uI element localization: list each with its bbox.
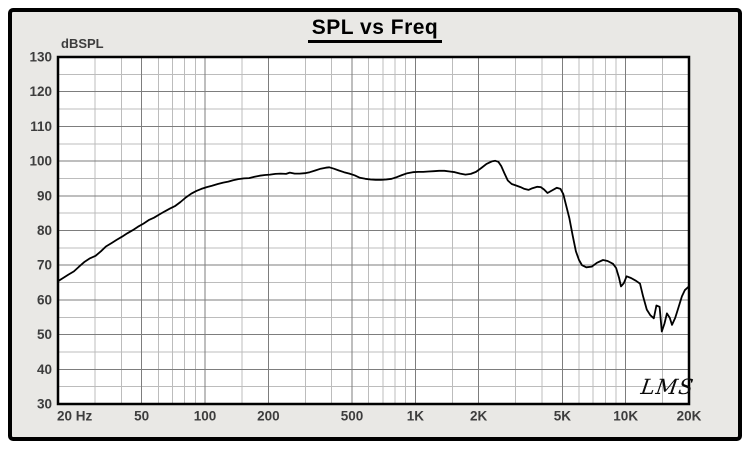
y-tick-label: 80 bbox=[37, 223, 52, 238]
lms-logo: LMS bbox=[639, 375, 696, 399]
x-tick-label: 200 bbox=[257, 409, 280, 424]
x-tick-label: 20 Hz bbox=[57, 409, 93, 424]
title-row: SPL vs Freq bbox=[0, 16, 750, 43]
y-tick-label: 30 bbox=[37, 397, 52, 412]
x-tick-label: 50 bbox=[134, 409, 149, 424]
y-tick-label: 90 bbox=[37, 188, 52, 203]
chart-title: SPL vs Freq bbox=[307, 16, 443, 43]
y-axis-unit-label: dBSPL bbox=[61, 36, 104, 51]
x-tick-label: 5K bbox=[554, 409, 572, 424]
plot-border bbox=[56, 55, 691, 406]
y-tick-label: 60 bbox=[37, 292, 52, 307]
y-tick-label: 70 bbox=[37, 258, 52, 273]
x-tick-label: 2K bbox=[470, 409, 488, 424]
x-tick-label: 10K bbox=[613, 409, 638, 424]
y-tick-label: 40 bbox=[37, 362, 52, 377]
spl-curve bbox=[57, 159, 690, 333]
y-tick-label: 100 bbox=[29, 154, 52, 169]
x-tick-label: 1K bbox=[407, 409, 425, 424]
x-tick-label: 20K bbox=[677, 409, 702, 424]
y-tick-label: 50 bbox=[37, 327, 52, 342]
x-tick-label: 100 bbox=[194, 409, 217, 424]
y-tick-label: 120 bbox=[29, 84, 52, 99]
x-tick-label: 500 bbox=[341, 409, 364, 424]
y-tick-label: 130 bbox=[29, 50, 52, 65]
y-tick-label: 110 bbox=[30, 119, 52, 134]
